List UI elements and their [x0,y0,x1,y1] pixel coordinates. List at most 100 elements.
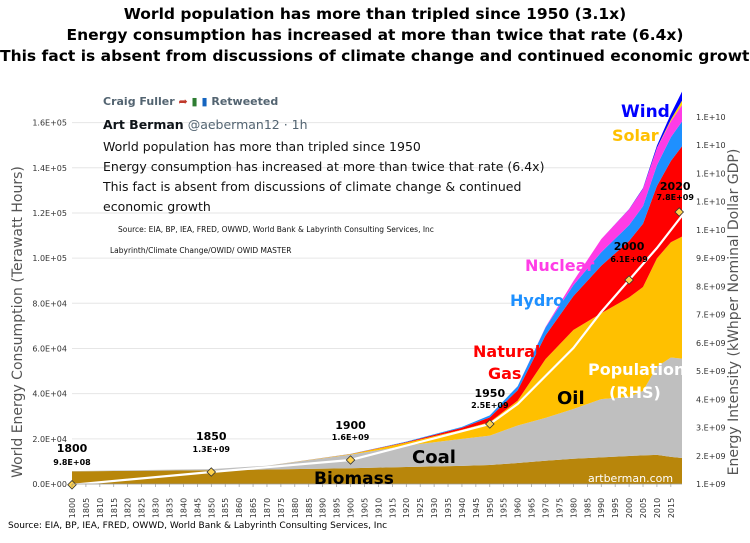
x-tick-label: 1970 [542,498,551,518]
author-name[interactable]: Art Berman [103,117,184,132]
tweet-author: Art Berman @aeberman12 · 1h [103,117,308,132]
y-tick-label: 1.2E+05 [32,209,67,218]
x-tick-label: 1985 [583,498,592,518]
population-year-label: 1800 [57,442,88,455]
x-tick-label: 1910 [374,498,383,518]
x-tick-label: 1830 [152,498,161,518]
author-handle[interactable]: @aeberman12 · 1h [187,117,308,132]
title-line-1: World population has more than tripled s… [123,5,627,23]
x-tick-label: 1810 [96,498,105,518]
x-tick-label: 1955 [500,498,509,518]
tweet-source-line: Source: EIA, BP, IEA, FRED, OWWD, World … [118,225,434,234]
x-tick-label: 1845 [193,498,202,518]
retweet-banner: Craig Fuller ➦ ▮ ▮ Retweeted [103,95,278,108]
x-tick-label: 1975 [555,498,564,518]
x-tick-label: 1965 [528,498,537,518]
x-tick-label: 1820 [124,498,133,518]
x-tick-label: 1800 [68,498,77,518]
label-nuclear: Nuclear [525,256,594,275]
stacked-areas [72,91,682,484]
population-value-label: 1.3E+09 [193,445,231,454]
label-natural: Natural [473,342,540,361]
x-tick-label: 1905 [360,498,369,518]
x-tick-label: 1870 [263,498,272,518]
x-tick-label: 1935 [444,498,453,518]
y2-tick-label: 1.E+10 [696,226,726,235]
population-year-label: 1950 [474,387,505,400]
axes: 0.0E+00 2.0E+04 4.0E+04 6.0E+04 8.0E+04 1.0E+… [10,113,742,518]
y-tick-label: 4.0E+04 [32,390,67,399]
tweet-path-line: Labyrinth/Climate Change/OWID/ OWID MAST… [110,246,292,255]
y-tick-label: 8.0E+04 [32,299,67,308]
population-value-label: 9.8E+08 [53,458,91,467]
x-tick-label: 1920 [402,498,411,518]
x-tick-label: 1885 [305,498,314,518]
x-tick-label: 1890 [319,498,328,518]
area-oil [72,236,682,472]
y-tick-label: 6.0E+04 [32,344,67,353]
y-tick-label: 2.0E+04 [32,435,67,444]
x-tick-label: 1865 [249,498,258,518]
truck-icon: ▮ [191,95,198,108]
label-oil: Oil [557,388,585,409]
y2-tick-label: 5.E+09 [696,367,726,376]
population-year-label: 1850 [196,430,227,443]
y2-tick-label: 8.E+09 [696,282,726,291]
population-value-label: 7.8E+09 [656,193,694,202]
label-population: Population [588,360,685,379]
y-tick-label: 1.6E+05 [32,119,67,128]
x-tick-label: 2010 [653,498,662,518]
y2-tick-label: 4.E+09 [696,395,726,404]
x-tick-label: 1850 [207,498,216,518]
x-tick-label: 1980 [569,498,578,518]
label-solar: Solar [612,126,659,145]
x-tick-label: 1945 [472,498,481,518]
x-tick-label: 1950 [486,498,495,518]
x-tick-label: 1815 [110,498,119,518]
retweeted-label: Retweeted [211,95,279,108]
population-marker [484,419,495,429]
population-marker [624,275,634,285]
x-tick-label: 1940 [458,498,467,518]
label-gas: Gas [488,364,521,383]
x-tick-label: 1825 [138,498,147,518]
retweeter-name[interactable]: Craig Fuller [103,95,175,108]
population-year-label: 2020 [660,180,691,193]
x-tick-label: 1900 [347,498,356,518]
label-hydro: Hydro [510,291,564,310]
y-tick-label: 1.0E+05 [32,254,67,263]
label-wind: Wind [621,102,670,122]
x-tick-label: 1805 [82,498,91,518]
y2-tick-label: 2.E+09 [696,452,726,461]
y2-tick-label: 1.E+09 [696,480,726,489]
x-tick-label: 1925 [416,498,425,518]
y2-tick-label: 7.E+09 [696,311,726,320]
series-labels: Wind Solar Nuclear Hydro Natural Gas Oil Coal Bi… [314,102,685,489]
population-marker [345,455,356,465]
x-tick-label: 1840 [179,498,188,518]
label-biomass: Biomass [314,469,394,489]
x-tick-label: 2005 [639,498,648,518]
y-axis-title: World Energy Consumption (Terawatt Hours… [10,166,26,478]
label-rhs: (RHS) [609,383,661,402]
population-line [71,211,686,486]
population-year-label: 1900 [335,419,366,432]
population-marker [206,467,217,477]
y2-tick-label: 6.E+09 [696,339,726,348]
y2-axis-title: Energy Intensity (kWhper Nominal Dollar … [726,149,742,476]
x-tick-label: 1860 [235,498,244,518]
tweet-text-line-3: This fact is absent from discussions of … [103,179,522,194]
credit-watermark: artberman.com [588,472,674,485]
y-tick-label: 1.4E+05 [32,164,67,173]
x-tick-label: 1915 [388,498,397,518]
x-tick-label: 2000 [625,498,634,518]
footer-source: Source: EIA, BP, IEA, FRED, OWWD, World … [8,521,388,531]
population-marker [674,207,685,217]
population-value-label: 6.1E+09 [610,255,648,264]
area-coal [72,357,682,472]
x-tick-label: 1875 [277,498,286,518]
flag-icon: ▮ [201,95,208,108]
y2-tick-label: 1.E+10 [696,141,726,150]
x-tick-label: 1880 [291,498,300,518]
